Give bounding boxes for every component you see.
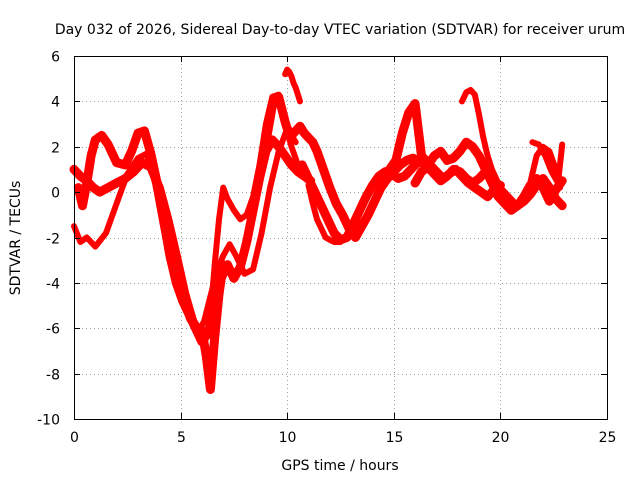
data-traces — [69, 66, 567, 394]
y-axis-label: SDTVAR / TECUs — [8, 181, 24, 296]
data-series-trace-6 — [282, 66, 303, 105]
y-tick-label: 2 — [51, 141, 60, 157]
data-series-trace-8 — [305, 182, 344, 245]
y-tick-label: -4 — [46, 277, 60, 293]
x-tick-label: 10 — [279, 430, 297, 446]
y-tick-label: 6 — [51, 50, 60, 66]
x-axis-label: GPS time / hours — [281, 458, 398, 474]
x-tick-label: 25 — [599, 430, 617, 446]
x-tick-label: 0 — [70, 430, 79, 446]
y-tick-label: -2 — [46, 232, 60, 248]
data-series-trace-11 — [410, 162, 567, 211]
axis-ticks: 0 5 10 15 20 25 -10 -8 -6 -4 -2 0 2 4 6 — [37, 50, 616, 447]
y-tick-label: -10 — [37, 413, 60, 429]
x-tick-label: 5 — [177, 430, 186, 446]
data-series-trace-3 — [73, 126, 228, 394]
y-tick-label: 4 — [51, 95, 60, 111]
chart-title: Day 032 of 2026, Sidereal Day-to-day VTE… — [55, 22, 625, 38]
data-series-trace-12 — [529, 139, 566, 186]
y-tick-label: -8 — [46, 368, 60, 384]
x-tick-label: 15 — [386, 430, 404, 446]
x-tick-label: 20 — [492, 430, 510, 446]
y-tick-label: 0 — [51, 186, 60, 202]
y-tick-label: -6 — [46, 322, 60, 338]
